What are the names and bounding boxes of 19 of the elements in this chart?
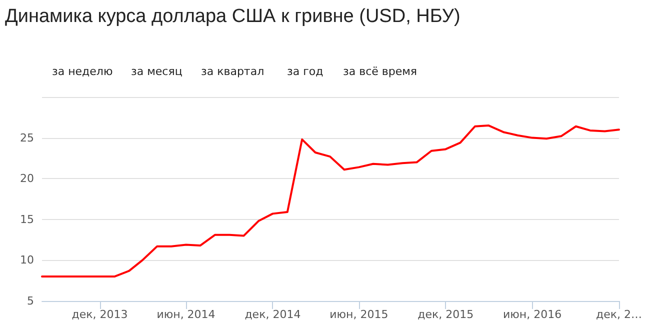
x-tick-label: июн, 2014	[156, 308, 216, 321]
text: за всё время	[343, 65, 418, 78]
chart-title: Динамика курса доллара США к гривне (USD, НБУ)	[5, 6, 460, 27]
text: за год	[287, 65, 324, 78]
y-tick-label: 20	[20, 172, 34, 186]
text: за квартал	[201, 65, 264, 78]
x-tick-label: дек, 2…	[596, 308, 642, 321]
x-tick-label: июн, 2015	[330, 308, 388, 321]
x-tick-label: дек, 2015	[418, 308, 474, 321]
y-tick-label: 25	[20, 131, 34, 144]
text: за месяц	[131, 65, 182, 78]
y-tick-label: 15	[20, 212, 34, 226]
y-tick-label: 5	[27, 294, 34, 308]
line-series	[41, 124, 620, 278]
x-tick-label: июн, 2016	[503, 308, 562, 321]
x-tick-label: дек, 2014	[244, 308, 301, 321]
text: за неделю	[52, 65, 113, 78]
x-tick-label: дек, 2013	[72, 308, 128, 321]
y-tick-label: 10	[20, 254, 34, 267]
